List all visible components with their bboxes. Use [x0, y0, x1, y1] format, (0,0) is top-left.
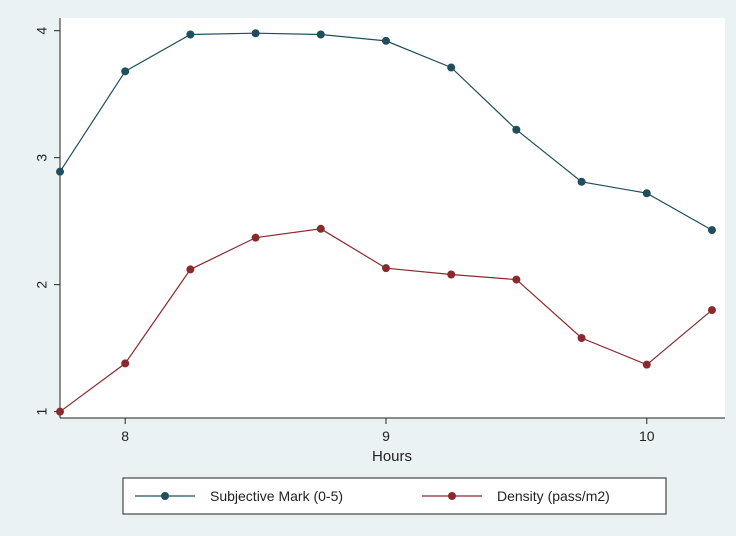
data-point: [642, 189, 651, 198]
y-axis-ticks: 1 2 3 4: [34, 27, 60, 416]
data-point: [381, 264, 390, 273]
data-point: [316, 224, 325, 233]
data-point: [512, 275, 521, 284]
data-point: [642, 360, 651, 369]
y-tick-label: 3: [34, 154, 50, 162]
data-point: [707, 226, 716, 235]
legend: Subjective Mark (0-5) Density (pass/m2): [122, 477, 667, 515]
data-point: [56, 167, 64, 176]
x-axis-ticks: 8 9 10: [121, 418, 655, 444]
data-point: [186, 265, 195, 274]
data-point: [251, 233, 260, 242]
data-point: [251, 29, 260, 38]
legend-marker: [448, 492, 456, 500]
series-layer: [56, 29, 716, 416]
data-point: [186, 30, 195, 39]
data-point: [121, 67, 130, 76]
x-tick-label: 10: [639, 428, 655, 444]
x-tick-label: 9: [382, 428, 390, 444]
plot-area: [60, 18, 725, 418]
x-tick-label: 8: [121, 428, 129, 444]
data-point: [577, 334, 586, 342]
legend-box: [122, 477, 667, 515]
legend-label: Density (pass/m2): [497, 488, 610, 504]
data-point: [577, 177, 586, 186]
data-point: [316, 30, 325, 39]
data-point: [381, 36, 390, 45]
data-point: [56, 407, 64, 416]
legend-label: Subjective Mark (0-5): [210, 488, 343, 504]
data-point: [447, 63, 456, 72]
x-axis-title: Hours: [372, 448, 412, 465]
data-point: [121, 359, 130, 368]
y-tick-label: 4: [34, 27, 50, 35]
y-tick-label: 2: [34, 281, 50, 289]
y-tick-label: 1: [34, 408, 50, 416]
data-point: [447, 270, 456, 279]
legend-marker: [161, 492, 169, 500]
data-point: [707, 306, 716, 315]
data-point: [512, 125, 521, 134]
